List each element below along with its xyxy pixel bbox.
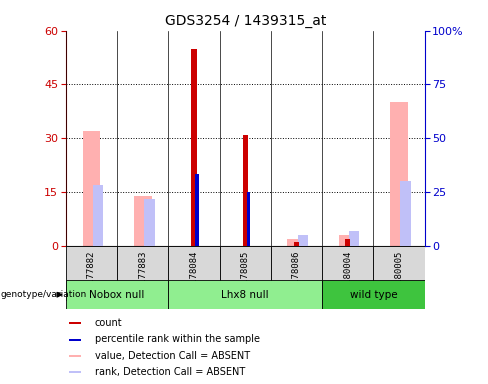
FancyBboxPatch shape	[322, 246, 373, 301]
FancyBboxPatch shape	[66, 246, 117, 301]
Bar	[144, 199, 155, 246]
Text: GSM178084: GSM178084	[189, 250, 199, 299]
FancyBboxPatch shape	[271, 246, 322, 301]
Text: count: count	[95, 318, 122, 328]
Bar	[191, 49, 197, 246]
Bar	[69, 355, 81, 357]
Text: value, Detection Call = ABSENT: value, Detection Call = ABSENT	[95, 351, 250, 361]
Bar	[401, 181, 411, 246]
Bar	[93, 185, 103, 246]
FancyBboxPatch shape	[168, 246, 220, 301]
Text: percentile rank within the sample: percentile rank within the sample	[95, 334, 260, 344]
Bar	[294, 242, 299, 246]
Bar	[243, 135, 248, 246]
Text: GSM177882: GSM177882	[87, 250, 96, 299]
FancyBboxPatch shape	[168, 280, 322, 309]
Text: GSM180005: GSM180005	[394, 250, 404, 299]
FancyBboxPatch shape	[220, 246, 271, 301]
Text: GSM178086: GSM178086	[292, 250, 301, 299]
FancyBboxPatch shape	[117, 246, 168, 301]
Title: GDS3254 / 1439315_at: GDS3254 / 1439315_at	[164, 14, 326, 28]
Text: Lhx8 null: Lhx8 null	[222, 290, 269, 300]
Text: GSM178085: GSM178085	[241, 250, 250, 299]
Text: rank, Detection Call = ABSENT: rank, Detection Call = ABSENT	[95, 367, 245, 377]
FancyBboxPatch shape	[66, 280, 168, 309]
Bar	[298, 235, 308, 246]
FancyBboxPatch shape	[373, 246, 425, 301]
Text: genotype/variation: genotype/variation	[1, 290, 87, 299]
Bar	[345, 238, 350, 246]
Bar	[390, 103, 408, 246]
Text: GSM177883: GSM177883	[138, 250, 147, 299]
Text: Nobox null: Nobox null	[89, 290, 145, 300]
Bar	[69, 371, 81, 373]
Text: GSM180004: GSM180004	[343, 250, 352, 299]
Bar	[246, 192, 250, 246]
FancyBboxPatch shape	[322, 280, 425, 309]
Bar	[69, 339, 81, 341]
Bar	[349, 232, 360, 246]
Bar	[134, 195, 152, 246]
Bar	[287, 238, 305, 246]
Bar	[69, 322, 81, 324]
Bar	[82, 131, 101, 246]
Text: wild type: wild type	[349, 290, 397, 300]
Bar	[339, 235, 357, 246]
Bar	[195, 174, 199, 246]
